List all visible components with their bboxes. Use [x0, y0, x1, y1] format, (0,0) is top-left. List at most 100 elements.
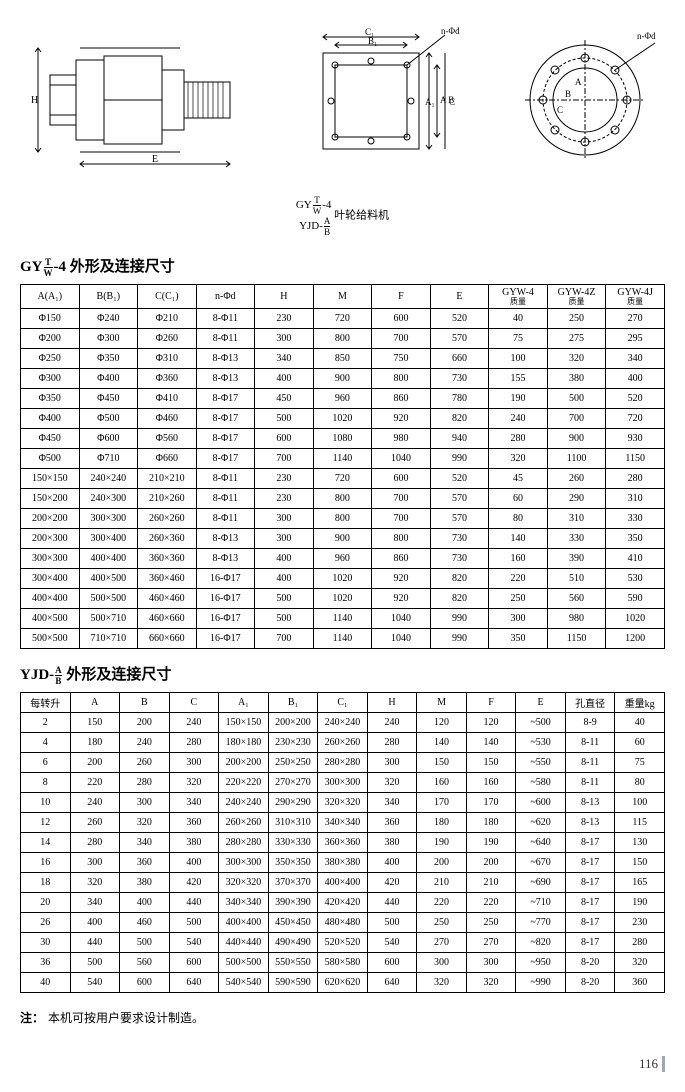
- yjd-col: 重量kg: [615, 693, 665, 713]
- yjd-cell: 260: [120, 753, 170, 773]
- yjd-cell: 300×300: [318, 773, 368, 793]
- yjd-cell: 620×620: [318, 973, 368, 993]
- gyw-cell: 1040: [372, 449, 431, 469]
- gyw-cell: 240: [489, 409, 548, 429]
- yjd-cell: 260×260: [318, 733, 368, 753]
- yjd-col: 孔直径: [565, 693, 615, 713]
- svg-text:A₁: A₁: [425, 97, 435, 107]
- gyw-cell: 330: [547, 529, 606, 549]
- side-elevation-diagram: H E: [20, 30, 245, 170]
- yjd-cell: 300: [367, 753, 417, 773]
- gyw-cell: 1020: [313, 589, 372, 609]
- gyw-cell: 320: [489, 449, 548, 469]
- yjd-cell: 440: [169, 893, 219, 913]
- yjd-cell: 320: [615, 953, 665, 973]
- gyw-cell: Φ710: [79, 449, 138, 469]
- gyw-cell: 500×500: [21, 629, 80, 649]
- gyw-cell: 860: [372, 549, 431, 569]
- yjd-cell: 370×370: [268, 873, 318, 893]
- svg-text:E: E: [152, 154, 158, 165]
- gyw-cell: Φ300: [79, 329, 138, 349]
- yjd-cell: 280×280: [219, 833, 269, 853]
- yjd-row: 8220280320220×220270×270300×300320160160…: [21, 773, 665, 793]
- yjd-row: 30440500540440×440490×490520×52054027027…: [21, 933, 665, 953]
- gyw-cell: 300: [255, 329, 314, 349]
- gyw-cell: 360×460: [138, 569, 197, 589]
- gyw-cell: 750: [372, 349, 431, 369]
- gyw-cell: 16-Φ17: [196, 609, 255, 629]
- gyw-cell: 250: [547, 309, 606, 329]
- gyw-cell: 520: [430, 469, 489, 489]
- yjd-col: A: [70, 693, 120, 713]
- gyw-cell: 520: [430, 309, 489, 329]
- gyw-cell: Φ400: [79, 369, 138, 389]
- gyw-cell: 310: [606, 489, 665, 509]
- gyw-cell: Φ460: [138, 409, 197, 429]
- yjd-cell: 8-17: [565, 853, 615, 873]
- gyw-cell: 820: [430, 569, 489, 589]
- yjd-col: B: [120, 693, 170, 713]
- yjd-cell: 180: [70, 733, 120, 753]
- yjd-row: 18320380420320×320370×370400×40042021021…: [21, 873, 665, 893]
- yjd-row: 16300360400300×300350×350380×38040020020…: [21, 853, 665, 873]
- gyw-cell: 850: [313, 349, 372, 369]
- gyw-cell: 150×150: [21, 469, 80, 489]
- gyw-cell: 1100: [547, 449, 606, 469]
- gyw-col: GYW-4质量: [489, 285, 548, 309]
- gyw-row: 500×500710×710660×66016-Φ177001140104099…: [21, 629, 665, 649]
- yjd-cell: 320: [367, 773, 417, 793]
- gyw-cell: 570: [430, 329, 489, 349]
- gyw-cell: 1140: [313, 629, 372, 649]
- gyw-cell: 590: [606, 589, 665, 609]
- yjd-cell: 400: [70, 913, 120, 933]
- gyw-cell: 220: [489, 569, 548, 589]
- yjd-row: 40540600640540×540590×590620×62064032032…: [21, 973, 665, 993]
- gyw-cell: 1080: [313, 429, 372, 449]
- yjd-cell: ~770: [516, 913, 566, 933]
- yjd-cell: 320×320: [318, 793, 368, 813]
- gyw-cell: 1200: [606, 629, 665, 649]
- yjd-cell: 310×310: [268, 813, 318, 833]
- table-yjd: 每转升ABCA₁B₁C₁HMFE孔直径重量kg 2150200240150×15…: [20, 692, 665, 993]
- gyw-col: n-Φd: [196, 285, 255, 309]
- yjd-cell: 120: [417, 713, 467, 733]
- svg-text:B: B: [565, 89, 571, 99]
- gyw-cell: 80: [489, 509, 548, 529]
- yjd-row: 4180240280180×180230×230260×260280140140…: [21, 733, 665, 753]
- gyw-cell: 570: [430, 509, 489, 529]
- yjd-cell: ~990: [516, 973, 566, 993]
- gyw-cell: 960: [313, 549, 372, 569]
- yjd-cell: 180×180: [219, 733, 269, 753]
- gyw-cell: 980: [372, 429, 431, 449]
- gyw-row: 200×300300×400260×3608-Φ1330090080073014…: [21, 529, 665, 549]
- gyw-row: Φ450Φ600Φ5608-Φ176001080980940280900930: [21, 429, 665, 449]
- gyw-cell: 8-Φ17: [196, 389, 255, 409]
- gyw-col: GYW-4Z质量: [547, 285, 606, 309]
- yjd-cell: ~690: [516, 873, 566, 893]
- yjd-row: 2150200240150×150200×200240×240240120120…: [21, 713, 665, 733]
- gyw-col: C(C₁): [138, 285, 197, 309]
- yjd-col: C: [169, 693, 219, 713]
- gyw-cell: 450: [255, 389, 314, 409]
- gyw-cell: 720: [313, 469, 372, 489]
- gyw-cell: 730: [430, 529, 489, 549]
- gyw-cell: 500×710: [79, 609, 138, 629]
- gyw-cell: 710×710: [79, 629, 138, 649]
- gyw-cell: Φ200: [21, 329, 80, 349]
- gyw-cell: 1140: [313, 609, 372, 629]
- gyw-cell: 310: [547, 509, 606, 529]
- gyw-cell: 150×200: [21, 489, 80, 509]
- gyw-col: GYW-4J质量: [606, 285, 665, 309]
- yjd-cell: 400: [169, 853, 219, 873]
- gyw-cell: 600: [372, 309, 431, 329]
- yjd-cell: 170: [466, 793, 516, 813]
- yjd-cell: 340: [120, 833, 170, 853]
- yjd-cell: 590×590: [268, 973, 318, 993]
- gyw-cell: Φ500: [21, 449, 80, 469]
- gyw-row: Φ150Φ240Φ2108-Φ1123072060052040250270: [21, 309, 665, 329]
- yjd-cell: 520×520: [318, 933, 368, 953]
- yjd-cell: 600: [367, 953, 417, 973]
- gyw-cell: 730: [430, 549, 489, 569]
- yjd-cell: 460: [120, 913, 170, 933]
- yjd-cell: 8: [21, 773, 71, 793]
